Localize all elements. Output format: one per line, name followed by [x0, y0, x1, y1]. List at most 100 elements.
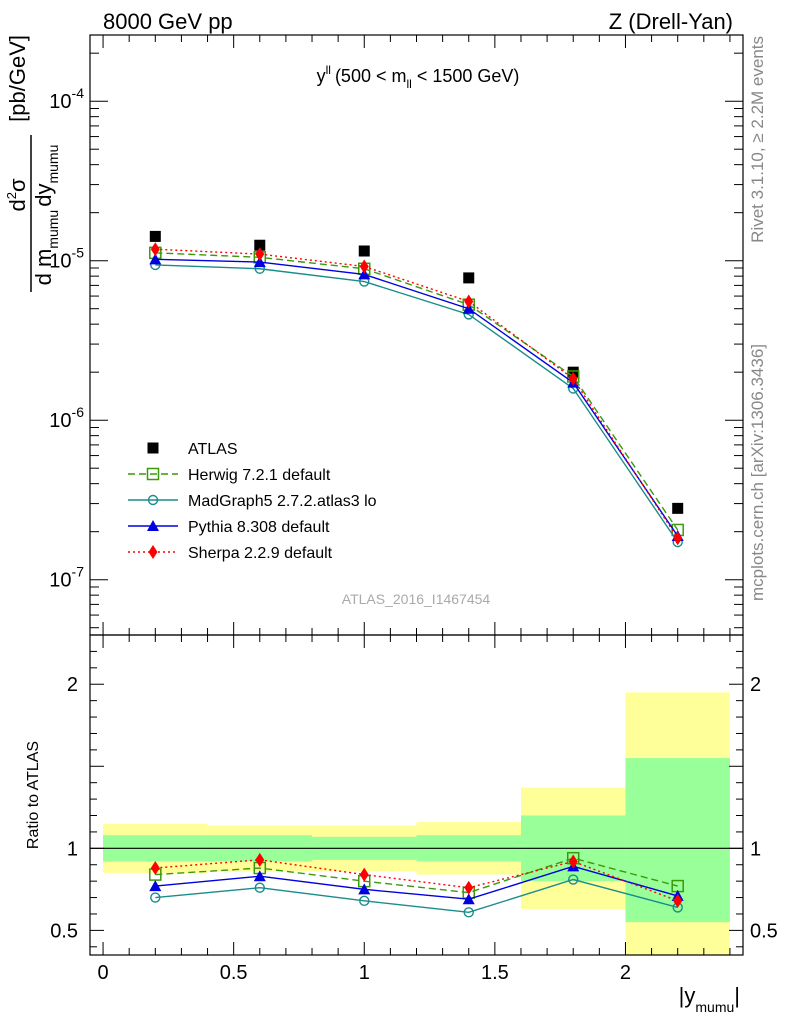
- legend-marker-herwig: [146, 467, 160, 481]
- ratio-point-sherpa: [673, 893, 683, 908]
- main-point-atlas: [254, 239, 266, 251]
- y-tick-label-ratio-right: 2: [750, 674, 761, 696]
- ratio-y-axis-label: Ratio to ATLAS: [25, 741, 42, 849]
- ratio-point-madgraph: [463, 907, 474, 918]
- legend-label-atlas: ATLAS: [188, 441, 238, 458]
- legend-marker-sherpa: [148, 545, 158, 559]
- legend-label-herwig: Herwig 7.2.1 default: [188, 467, 331, 484]
- ratio-line-sherpa: [155, 859, 678, 902]
- x-tick-label: 1.5: [481, 962, 509, 984]
- main-plot-title: yll (500 < mll < 1500 GeV): [317, 63, 520, 91]
- main-line-pythia: [155, 258, 679, 537]
- ratio-series-sherpa: [150, 852, 683, 908]
- legend: ATLAS Herwig 7.2.1 default MadGraph5 2.7.2…: [128, 441, 377, 562]
- main-line-madgraph: [155, 264, 679, 543]
- main-point-sherpa: [255, 247, 265, 262]
- main-line-sherpa: [155, 248, 679, 539]
- legend-entry-sherpa: Sherpa 2.2.9 default: [128, 545, 333, 562]
- ratio-point-madgraph: [359, 895, 370, 907]
- main-point-sherpa: [673, 531, 683, 546]
- analysis-watermark: ATLAS_2016_I1467454: [342, 591, 491, 607]
- y-label-numerator: d2σ: [4, 178, 30, 211]
- legend-entry-pythia: Pythia 8.308 default: [128, 519, 330, 536]
- ratio-line-madgraph: [155, 878, 678, 914]
- ratio-point-pythia: [253, 870, 266, 882]
- main-point-sherpa: [464, 294, 474, 309]
- title-sub: ll: [406, 77, 411, 91]
- y-label-unit: [pb/GeV]: [5, 35, 30, 122]
- main-series-sherpa: [150, 242, 683, 546]
- main-line-herwig: [155, 252, 679, 531]
- ratio-point-sherpa: [568, 854, 578, 869]
- y-tick-label-ratio-left: 0.5: [50, 920, 78, 942]
- y-tick-mantissa: 10: [49, 570, 71, 592]
- legend-entry-atlas: ATLAS: [147, 441, 238, 458]
- x-label-post: |: [734, 983, 740, 1008]
- ratio-series-madgraph: [150, 874, 683, 918]
- main-point-pythia: [253, 256, 266, 268]
- ratio-point-pythia: [358, 883, 371, 895]
- y-tick-exponent: -4: [72, 85, 85, 101]
- main-point-pythia: [358, 268, 371, 280]
- main-point-atlas: [149, 230, 161, 242]
- title-pre: (500 < m: [335, 66, 407, 86]
- ratio-point-pythia: [149, 880, 162, 892]
- legend-marker-atlas: [147, 442, 159, 454]
- title-base: y: [317, 66, 326, 86]
- y-tick-label-ratio-right: 0.5: [750, 920, 778, 942]
- y-tick-label-main: 10-4: [49, 85, 84, 113]
- y-label-den2: dy: [31, 184, 56, 207]
- title-sup: ll: [326, 63, 331, 77]
- ratio-line-herwig: [155, 857, 678, 894]
- legend-entry-madgraph: MadGraph5 2.7.2.atlas3 lo: [128, 493, 377, 510]
- y-tick-mantissa: 10: [49, 251, 71, 273]
- y-label-num-sup: 2: [4, 192, 19, 199]
- legend-marker-pythia: [147, 520, 159, 531]
- legend-label-madgraph: MadGraph5 2.7.2.atlas3 lo: [188, 493, 377, 510]
- y-tick-label-ratio-right: 1: [750, 838, 761, 860]
- y-tick-exponent: -6: [72, 404, 85, 420]
- y-label-num-d: d: [5, 199, 30, 211]
- y-tick-exponent: -7: [72, 564, 85, 580]
- y-tick-mantissa: 10: [49, 91, 71, 113]
- main-point-pythia: [149, 253, 162, 265]
- y-tick-mantissa: 10: [49, 410, 71, 432]
- x-tick-label: 0: [97, 962, 108, 984]
- main-point-sherpa: [150, 242, 160, 257]
- main-y-axis-label: d2σ d mmumudymumu [pb/GeV]: [4, 35, 61, 292]
- legend-marker-madgraph: [147, 494, 159, 506]
- axes-frames-ticks: 0 0.5 1 1.5 210-710-610-510-40.5 0.51 12 2: [49, 34, 778, 984]
- ratio-point-madgraph: [254, 882, 265, 893]
- header-right-label: Z (Drell-Yan): [609, 9, 733, 34]
- x-label-base: |y: [679, 983, 696, 1008]
- x-tick-label: 2: [620, 962, 631, 984]
- y-label-num-sigma: σ: [5, 178, 30, 192]
- y-tick-label-main: 10-7: [49, 564, 84, 592]
- main-point-sherpa: [568, 371, 578, 386]
- legend-label-sherpa: Sherpa 2.2.9 default: [188, 545, 333, 562]
- ratio-uncertainty-bands: [103, 692, 730, 955]
- y-tick-label-main: 10-5: [49, 245, 84, 273]
- main-panel-series: [149, 230, 684, 548]
- x-tick-label: 0.5: [220, 962, 248, 984]
- header-left-label: 8000 GeV pp: [103, 9, 233, 34]
- ratio-point-pythia: [462, 893, 475, 905]
- ratio-point-madgraph: [568, 874, 579, 885]
- title-post: < 1500 GeV): [412, 66, 520, 86]
- side-label-bottom: mcplots.cern.ch [arXiv:1306.3436]: [748, 344, 767, 601]
- ratio-point-sherpa: [150, 861, 160, 876]
- ratio-line-pythia: [155, 865, 678, 900]
- y-label-den2-sub: mumu: [45, 145, 61, 184]
- ratio-point-sherpa: [359, 867, 369, 882]
- legend-entry-herwig: Herwig 7.2.1 default: [128, 467, 331, 484]
- y-tick-label-main: 10-6: [49, 404, 84, 432]
- main-point-sherpa: [359, 259, 369, 274]
- y-label-denominator: d mmumudymumu: [31, 145, 61, 286]
- ratio-point-madgraph: [150, 892, 161, 903]
- y-label-den1-sub: mumu: [45, 210, 61, 249]
- ratio-point-sherpa: [255, 852, 265, 867]
- y-tick-label-ratio-left: 2: [67, 674, 78, 696]
- y-tick-exponent: -5: [72, 245, 85, 261]
- x-label-sub: mumu: [695, 999, 734, 1015]
